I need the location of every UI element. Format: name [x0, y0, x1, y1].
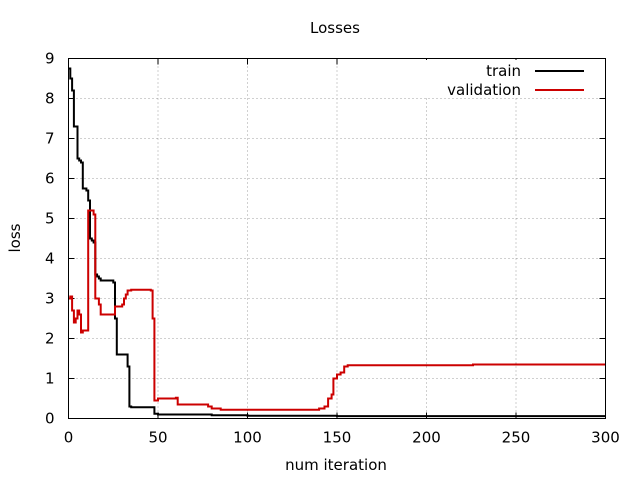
y-axis-label: loss	[6, 223, 24, 252]
y-tick-label: 9	[45, 50, 55, 68]
x-axis-label: num iteration	[285, 456, 387, 474]
y-tick-label: 3	[45, 290, 55, 308]
x-tick-label: 150	[323, 429, 352, 447]
y-tick-label: 8	[45, 90, 55, 108]
y-tick-label: 1	[45, 370, 55, 388]
y-tick-label: 2	[45, 330, 55, 348]
legend-background	[415, 60, 601, 98]
y-tick-label: 6	[45, 170, 55, 188]
series-line-validation	[68, 209, 606, 411]
y-tick-label: 5	[45, 210, 55, 228]
x-tick-label: 250	[502, 429, 531, 447]
x-tick-label: 0	[64, 429, 74, 447]
x-tick-label: 50	[148, 429, 167, 447]
y-tick-label: 0	[45, 410, 55, 428]
x-tick-label: 300	[591, 429, 620, 447]
axis-ticks: 0 50 100 150 200 250 300 0 1 2 3 4 5 6 7 8 9	[45, 50, 620, 447]
plot-frame	[68, 58, 606, 419]
x-tick-label: 200	[412, 429, 441, 447]
series-line-train	[68, 67, 606, 418]
series-lines	[68, 67, 606, 418]
legend-label-train: train	[486, 62, 521, 80]
x-tick-label: 100	[233, 429, 262, 447]
chart-title: Losses	[310, 19, 360, 37]
y-tick-label: 4	[45, 250, 55, 268]
y-tick-label: 7	[45, 130, 55, 148]
legend-label-validation: validation	[447, 81, 521, 99]
